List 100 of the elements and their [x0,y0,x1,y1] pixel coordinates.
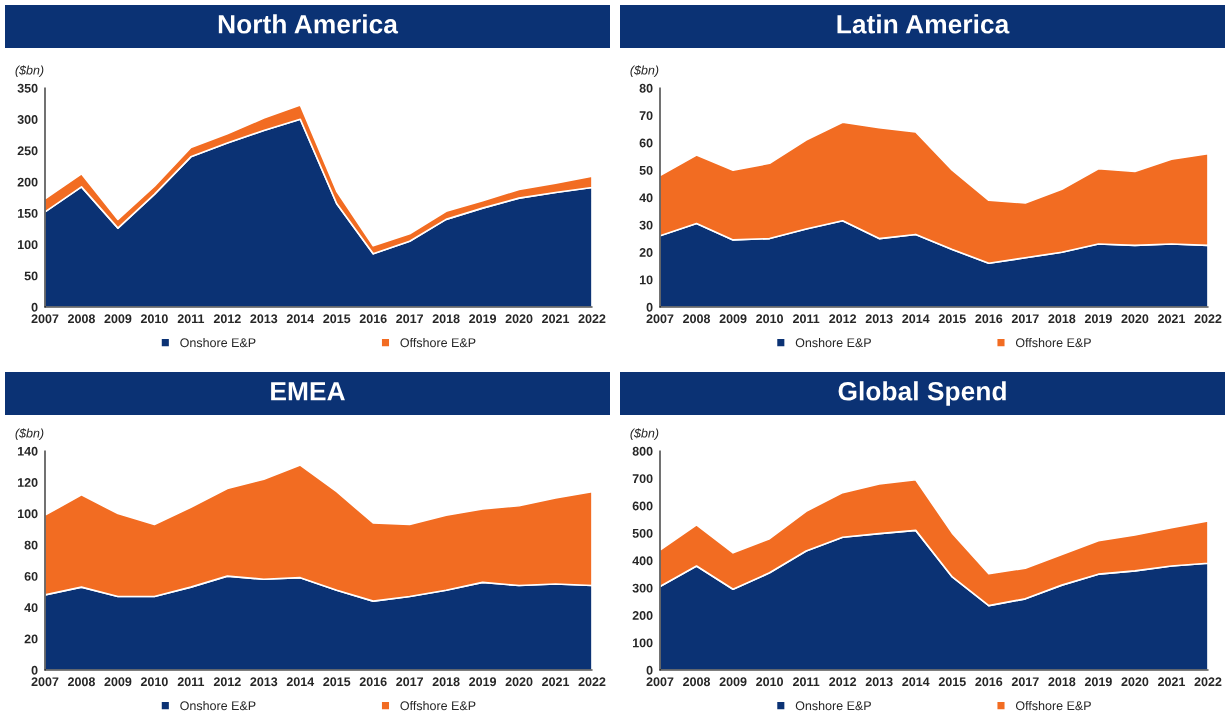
chart-title: Latin America [837,14,1010,34]
x-tick-label: 2013 [250,314,278,324]
y-tick-label: 50 [639,165,653,175]
x-tick-label: 2019 [1084,677,1112,687]
x-tick-label: 2010 [140,314,168,324]
y-tick-label: 400 [632,556,653,566]
y-axis-title: ($bn) [15,65,44,78]
x-tick-label: 2011 [177,677,205,687]
x-tick-label: 2014 [286,314,315,324]
x-tick-label: 2017 [1011,314,1039,324]
x-tick-label: 2020 [1121,677,1149,687]
y-tick-label: 60 [639,138,653,148]
legend-label: Onshore E&P [795,700,871,711]
y-tick-label: 0 [31,665,38,675]
x-tick-label: 2015 [938,677,966,687]
y-tick-label: 200 [17,177,38,187]
x-tick-label: 2008 [683,314,711,324]
y-tick-label: 80 [24,540,38,550]
y-axis-title: ($bn) [630,65,659,78]
x-tick-label: 2014 [286,677,315,687]
x-tick-label: 2020 [1121,314,1149,324]
chart-title: North America [218,14,399,34]
x-tick-label: 2018 [432,677,460,687]
x-tick-label: 2015 [323,677,351,687]
x-tick-label: 2022 [1194,677,1222,687]
x-tick-label: 2012 [213,314,241,324]
y-axis-title: ($bn) [15,428,44,441]
y-tick-label: 100 [632,638,653,648]
x-tick-label: 2022 [578,677,606,687]
legend-label: Onshore E&P [180,337,256,348]
x-tick-label: 2022 [578,314,606,324]
x-tick-label: 2018 [432,314,460,324]
x-tick-label: 2014 [902,314,930,324]
x-tick-label: 2021 [1158,677,1186,687]
x-tick-label: 2009 [719,677,747,687]
x-tick-label: 2008 [68,314,95,324]
x-tick-label: 2012 [213,677,241,687]
x-tick-label: 2011 [793,677,820,687]
y-tick-label: 0 [646,665,653,675]
x-tick-label: 2007 [31,677,59,687]
x-tick-label: 2008 [68,677,95,687]
x-tick-label: 2016 [975,677,1003,687]
y-tick-label: 100 [17,509,38,519]
y-axis-title: ($bn) [630,428,659,441]
y-tick-label: 100 [17,240,38,250]
x-tick-label: 2019 [1084,314,1112,324]
x-tick-label: 2010 [756,314,783,324]
x-tick-label: 2009 [104,314,132,324]
chart-title: Global Spend [838,381,1006,406]
x-tick-label: 2021 [542,677,570,687]
legend-label: Onshore E&P [180,700,256,711]
x-tick-label: 2018 [1048,677,1076,687]
chart-title: EMEA [271,382,345,401]
x-tick-label: 2015 [323,314,351,324]
x-tick-label: 2016 [359,314,387,324]
y-tick-label: 0 [646,302,653,312]
y-tick-label: 140 [17,446,38,456]
x-tick-label: 2009 [104,677,132,687]
y-tick-label: 800 [632,446,653,456]
x-tick-label: 2021 [542,314,570,324]
y-tick-label: 500 [632,528,653,538]
x-tick-label: 2009 [719,314,747,324]
x-tick-label: 2013 [250,677,278,687]
x-tick-label: 2016 [975,314,1003,324]
y-tick-label: 700 [632,474,653,484]
x-tick-label: 2018 [1048,314,1076,324]
x-tick-label: 2007 [646,314,674,324]
y-tick-label: 120 [17,478,38,487]
y-tick-label: 150 [17,208,38,218]
x-tick-label: 2010 [140,677,168,687]
y-tick-label: 60 [24,571,38,581]
legend-label: Offshore E&P [1015,337,1091,348]
y-tick-label: 200 [632,611,653,620]
y-tick-label: 20 [639,248,653,257]
y-tick-label: 40 [24,603,38,613]
legend-label: Offshore E&P [1015,700,1091,711]
legend-label: Offshore E&P [400,700,476,711]
x-tick-label: 2022 [1194,314,1222,324]
y-tick-label: 40 [639,193,653,203]
x-tick-label: 2012 [829,677,857,687]
y-tick-label: 50 [24,271,38,281]
x-tick-label: 2021 [1158,314,1186,324]
x-tick-label: 2010 [756,677,783,687]
x-tick-label: 2020 [505,314,533,324]
y-tick-label: 250 [17,146,38,156]
x-tick-label: 2011 [177,314,205,324]
x-tick-label: 2019 [469,677,497,687]
x-tick-label: 2013 [865,677,893,687]
y-tick-label: 10 [639,275,653,285]
x-tick-label: 2017 [396,314,424,324]
y-tick-label: 300 [632,583,653,593]
y-tick-label: 300 [17,115,38,124]
y-tick-label: 0 [31,302,38,312]
x-tick-label: 2008 [683,677,711,687]
y-tick-label: 70 [639,111,653,121]
x-tick-label: 2017 [396,677,424,687]
x-tick-label: 2011 [793,314,820,324]
x-tick-label: 2016 [359,677,387,687]
y-tick-label: 350 [17,83,38,93]
y-tick-label: 80 [639,83,653,93]
